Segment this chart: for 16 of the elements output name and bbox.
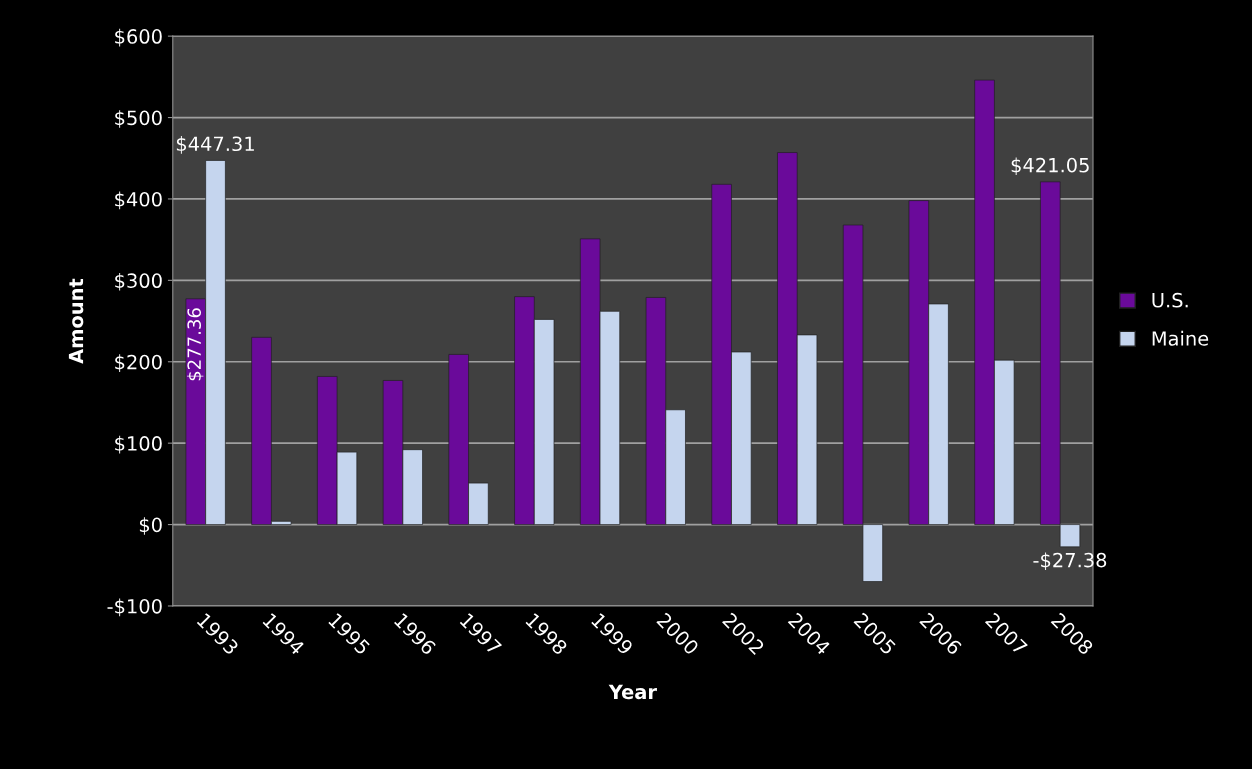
y-tick-label: $100 xyxy=(115,435,162,454)
y-tick-label: $0 xyxy=(139,517,162,535)
legend-label: Maine xyxy=(1152,330,1209,346)
x-axis-title: Year xyxy=(608,684,657,700)
y-tick-label: $300 xyxy=(115,272,162,291)
y-tick-label: $200 xyxy=(115,354,162,373)
data-label: $447.31 xyxy=(176,136,254,154)
legend-label: U.S. xyxy=(1152,292,1188,308)
data-label: $277.36 xyxy=(187,308,204,381)
data-label: -$27.38 xyxy=(1033,552,1107,571)
data-label: $421.05 xyxy=(1011,157,1089,176)
y-tick-label: $500 xyxy=(115,110,162,128)
y-axis-title: Amount xyxy=(68,278,84,364)
y-tick-label: $400 xyxy=(115,191,162,210)
y-tick-label: $600 xyxy=(115,28,162,47)
y-tick-label: -$100 xyxy=(107,598,162,617)
